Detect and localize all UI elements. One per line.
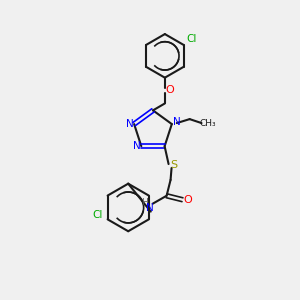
Text: O: O (165, 85, 174, 94)
Text: S: S (170, 160, 177, 170)
Text: CH₃: CH₃ (199, 118, 216, 127)
Text: H: H (141, 198, 148, 207)
Text: O: O (183, 195, 192, 205)
Text: Cl: Cl (92, 210, 103, 220)
Text: N: N (146, 202, 154, 213)
Text: N: N (173, 117, 181, 127)
Text: N: N (134, 141, 141, 151)
Text: Cl: Cl (187, 34, 197, 44)
Text: N: N (126, 119, 134, 129)
